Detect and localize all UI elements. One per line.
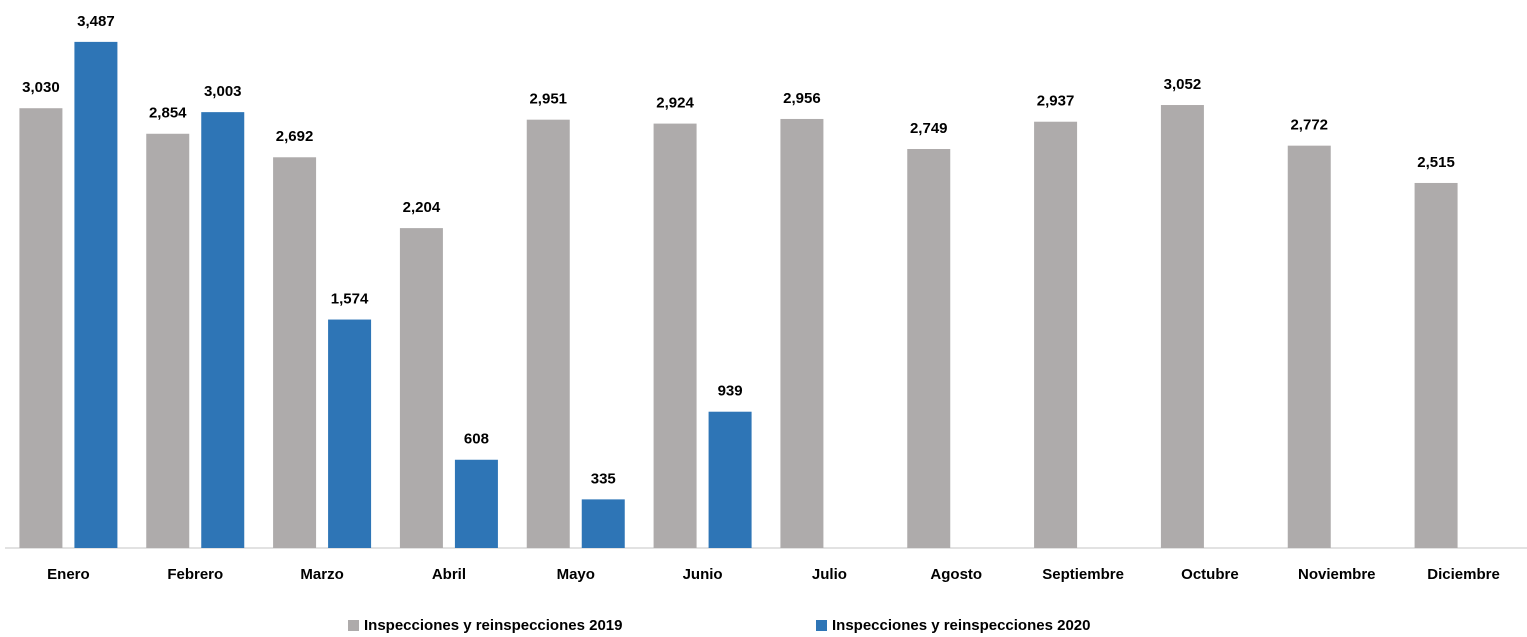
data-label: 1,574 — [331, 291, 369, 308]
x-tick-label: Octubre — [1181, 566, 1239, 583]
bar — [526, 119, 570, 549]
bar — [581, 499, 625, 548]
x-tick-label: Enero — [47, 566, 90, 583]
legend-label: Inspecciones y reinspecciones 2019 — [364, 617, 622, 634]
x-tick-label: Febrero — [167, 566, 223, 583]
bar — [454, 459, 498, 548]
bar — [653, 123, 697, 548]
bar — [1287, 145, 1331, 548]
legend-swatch — [348, 620, 359, 631]
x-tick-label: Julio — [812, 566, 847, 583]
bar — [273, 157, 317, 548]
bar — [1160, 105, 1204, 549]
data-label: 3,003 — [204, 83, 242, 100]
x-tick-label: Agosto — [930, 566, 982, 583]
data-label: 2,204 — [403, 199, 441, 216]
x-tick-label: Mayo — [557, 566, 595, 583]
data-label: 2,951 — [529, 91, 567, 108]
legend-swatch — [816, 620, 827, 631]
bar — [1414, 182, 1458, 549]
bar — [19, 108, 63, 549]
data-label: 939 — [718, 383, 743, 400]
bar — [708, 411, 752, 548]
x-tick-label: Septiembre — [1042, 566, 1124, 583]
data-label: 3,052 — [1164, 76, 1202, 93]
data-label: 3,487 — [77, 13, 115, 30]
data-label: 3,030 — [22, 79, 60, 96]
bar — [74, 41, 118, 549]
data-label: 2,924 — [656, 95, 694, 112]
x-tick-label: Marzo — [300, 566, 343, 583]
bar — [328, 319, 372, 548]
x-tick-label: Junio — [683, 566, 723, 583]
bar — [907, 149, 951, 548]
bar — [780, 118, 824, 549]
bar — [146, 133, 190, 549]
x-tick-label: Diciembre — [1427, 566, 1500, 583]
legend-label: Inspecciones y reinspecciones 2020 — [832, 617, 1090, 634]
data-label: 2,749 — [910, 120, 948, 137]
x-tick-label: Abril — [432, 566, 466, 583]
data-label: 2,854 — [149, 105, 187, 122]
data-label: 2,515 — [1417, 154, 1455, 171]
bar — [399, 228, 443, 548]
bar — [1034, 121, 1078, 549]
data-label: 2,772 — [1290, 117, 1328, 134]
data-label: 2,937 — [1037, 93, 1075, 110]
x-tick-label: Noviembre — [1298, 566, 1376, 583]
data-label: 335 — [591, 470, 616, 487]
data-label: 608 — [464, 431, 489, 448]
data-label: 2,956 — [783, 90, 821, 107]
bar — [201, 112, 245, 549]
data-label: 2,692 — [276, 128, 314, 145]
